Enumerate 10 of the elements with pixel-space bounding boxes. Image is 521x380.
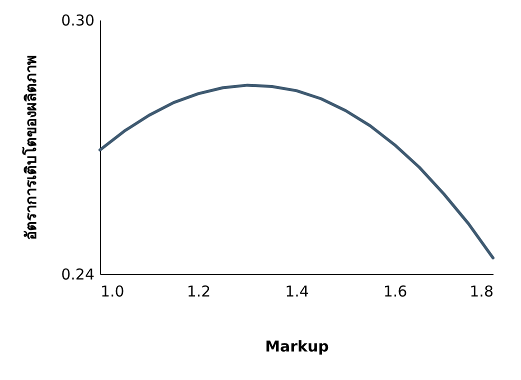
x-tick-label: 1.8 <box>470 282 494 300</box>
y-tick-label: 0.30 <box>61 12 94 30</box>
line-series <box>98 84 494 260</box>
x-tick-label: 1.6 <box>383 282 408 300</box>
y-axis-title: อัตราการเติบโตของผลิตภาพ <box>21 55 40 240</box>
x-tick-label: 1.0 <box>100 282 124 300</box>
x-axis-title: Markup <box>265 338 330 356</box>
y-tick-label: 0.24 <box>61 266 94 284</box>
x-tick-label: 1.2 <box>186 282 211 300</box>
x-tick-label: 1.4 <box>285 282 309 300</box>
